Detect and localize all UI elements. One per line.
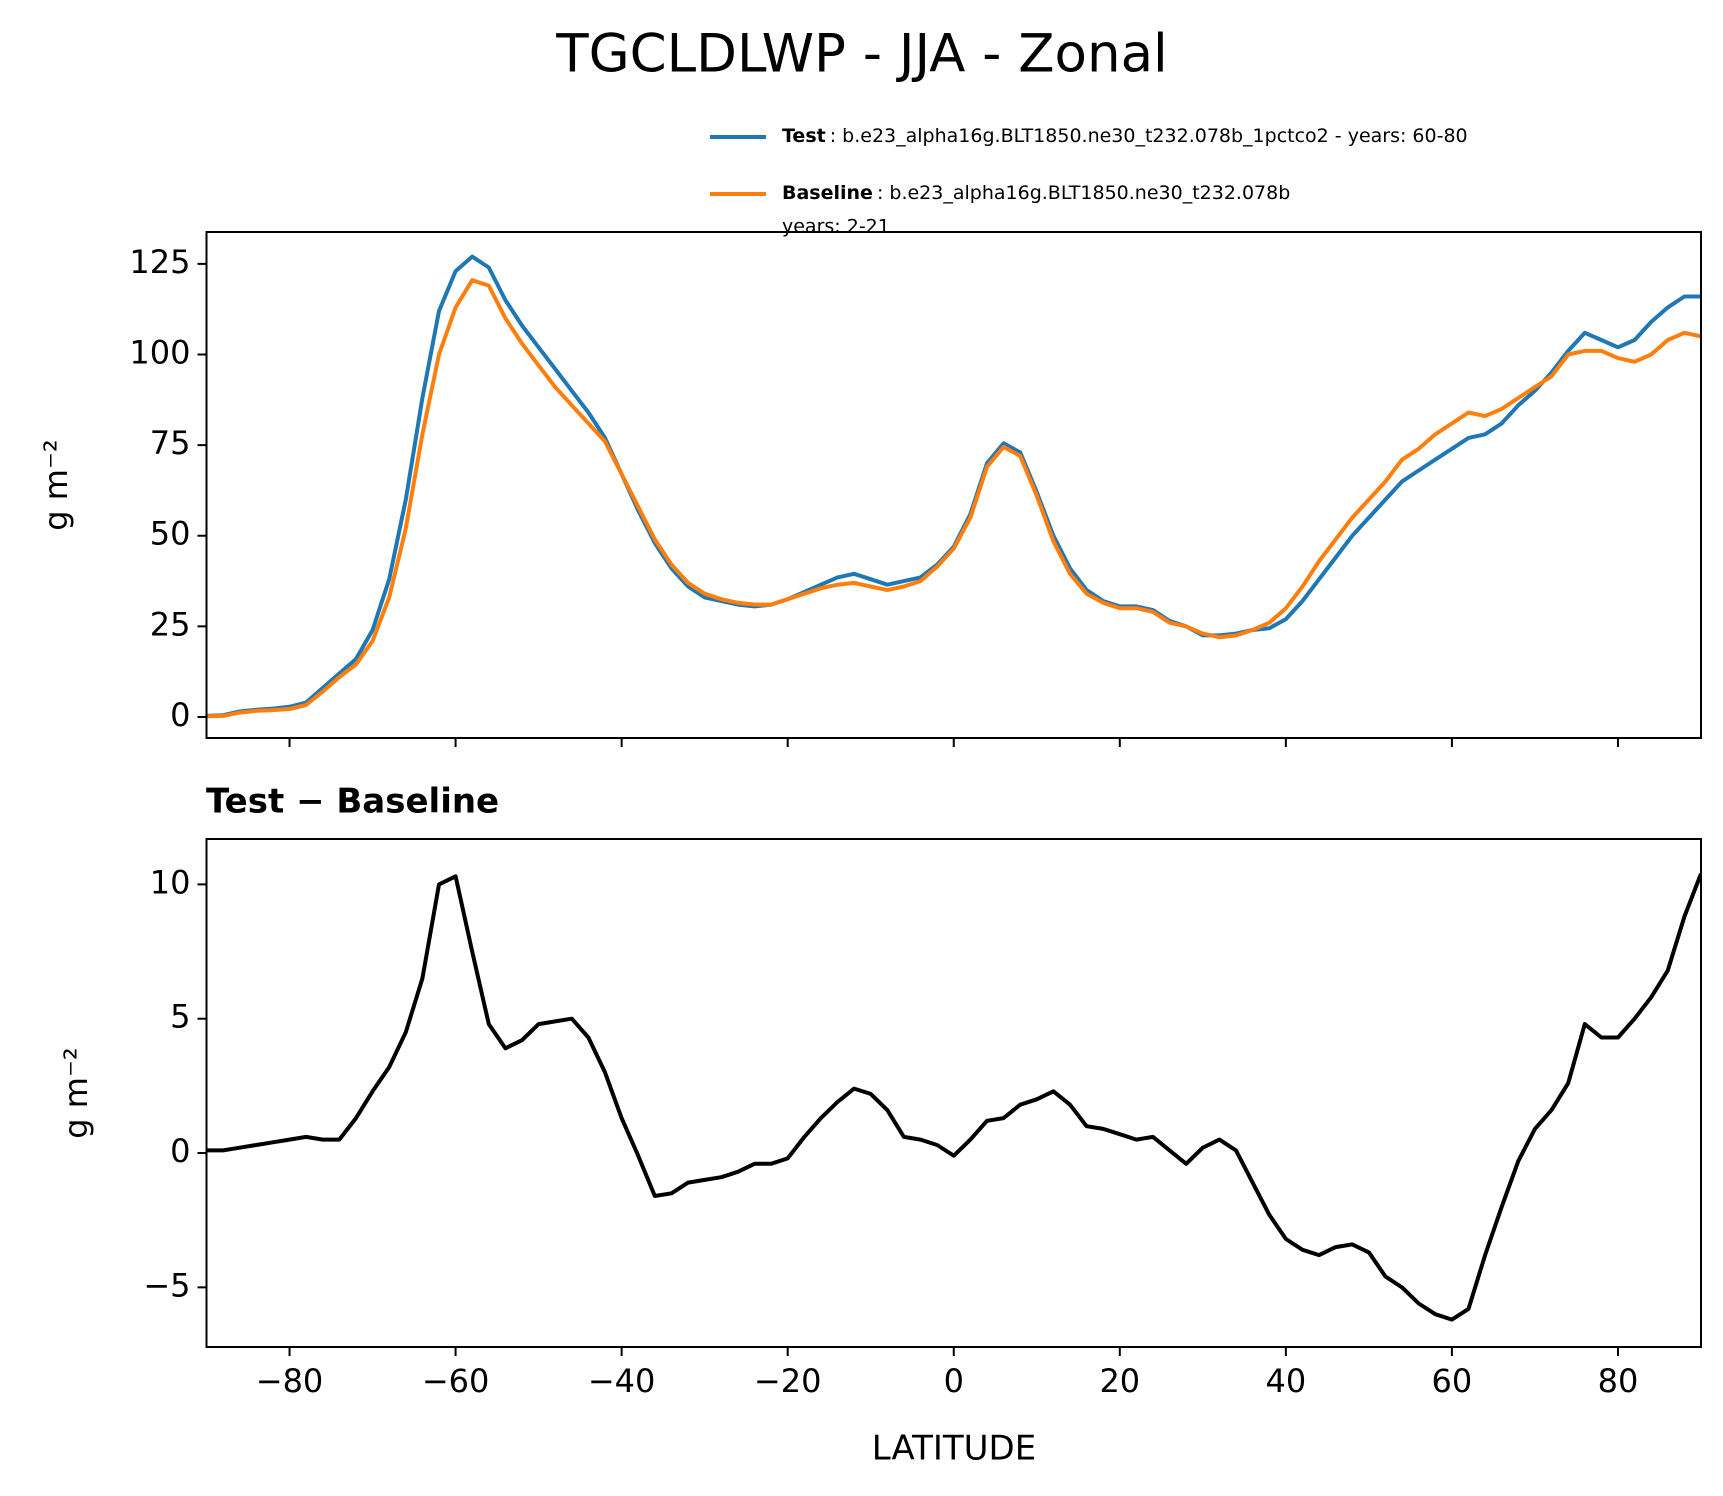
legend-entry: Test: b.e23_alpha16g.BLT1850.ne30_t232.0…: [782, 125, 1468, 147]
y-tick-label: 75: [150, 424, 191, 462]
y-axis-label: g m⁻²: [57, 1047, 95, 1138]
axes-frame: [205, 838, 1702, 1348]
figure-title: TGCLDLWP - JJA - Zonal: [555, 24, 1168, 85]
y-tick-label: 100: [129, 334, 190, 372]
y-tick-label: 0: [170, 1132, 190, 1170]
x-axis-label: LATITUDE: [872, 1429, 1036, 1469]
data-line: [206, 872, 1701, 1322]
legend-name: Baseline: [782, 182, 873, 204]
x-tick-label: 80: [1598, 1362, 1639, 1400]
legend-detail: : b.e23_alpha16g.BLT1850.ne30_t232.078b_…: [830, 125, 1468, 147]
legend-detail: : b.e23_alpha16g.BLT1850.ne30_t232.078b: [877, 182, 1290, 204]
y-tick-label: 0: [170, 696, 190, 734]
y-tick-label: 10: [150, 863, 191, 901]
x-tick-label: −20: [754, 1362, 822, 1400]
y-axis-label: g m⁻²: [37, 439, 75, 530]
x-tick-label: 0: [944, 1362, 964, 1400]
x-tick-label: −80: [256, 1362, 324, 1400]
legend-detail-line: years: 2-21: [782, 216, 890, 238]
data-line: [206, 254, 1701, 718]
y-tick-label: 5: [170, 998, 190, 1036]
y-tick-label: −5: [143, 1266, 190, 1304]
x-tick-label: 60: [1432, 1362, 1473, 1400]
legend-name: Test: [782, 125, 826, 147]
x-tick-label: −60: [422, 1362, 490, 1400]
x-tick-label: 40: [1266, 1362, 1307, 1400]
y-tick-label: 125: [129, 243, 190, 281]
x-tick-label: 20: [1099, 1362, 1140, 1400]
subplot-title: Test − Baseline: [206, 782, 499, 822]
x-tick-label: −40: [588, 1362, 656, 1400]
y-tick-label: 25: [150, 605, 191, 643]
y-tick-label: 50: [150, 515, 191, 553]
axes-frame: [205, 231, 1702, 739]
legend-entry: Baseline: b.e23_alpha16g.BLT1850.ne30_t2…: [782, 182, 1290, 204]
data-line: [206, 278, 1701, 719]
